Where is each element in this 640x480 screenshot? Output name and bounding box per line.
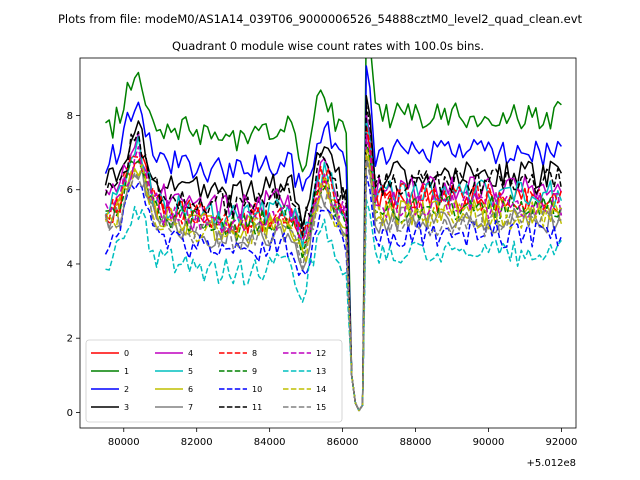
x-tick-label: 80000 [108,437,140,448]
legend-label: 13 [316,367,326,376]
series-line-1 [105,58,562,412]
x-axis-offset-label: +5.012e8 [526,458,576,469]
x-tick-label: 90000 [473,437,505,448]
y-tick-label: 4 [67,259,73,270]
x-tick-label: 86000 [327,437,359,448]
x-tick-label: 92000 [546,437,578,448]
legend-label: 0 [124,349,129,358]
legend-label: 3 [124,403,129,412]
legend-label: 4 [188,349,193,358]
x-tick-label: 82000 [181,437,213,448]
legend-label: 1 [124,367,129,376]
x-axis: 80000 82000 84000 86000 88000 90000 92000 [108,428,577,448]
legend-label: 9 [252,367,257,376]
series-line-12 [104,134,563,412]
series-line-14 [104,149,562,412]
x-tick-label: 88000 [400,437,432,448]
x-tick-label: 84000 [254,437,286,448]
series-line-2 [104,65,562,412]
legend-label: 8 [252,349,257,358]
series-line-15 [104,159,562,412]
legend-label: 5 [188,367,193,376]
figure-suptitle: Plots from file: modeM0/AS1A14_039T06_90… [58,12,583,26]
series-line-13 [105,198,562,412]
legend-label: 6 [188,385,193,394]
legend-label: 14 [316,385,326,394]
plot-frame [79,57,577,429]
y-tick-label: 2 [67,334,73,345]
y-tick-label: 0 [67,408,73,419]
y-axis: 0 2 4 6 8 [67,111,80,419]
series-layer [104,58,563,412]
legend-label: 10 [252,385,262,394]
legend-label: 11 [252,403,262,412]
legend-label: 7 [188,403,193,412]
series-line-3 [104,94,563,412]
series-line-7 [104,154,563,412]
series-line-11 [104,104,563,412]
series-line-5 [105,119,563,412]
y-tick-label: 8 [67,111,73,122]
series-line-8 [104,124,563,412]
legend-label: 2 [124,385,129,394]
legend-box [85,339,343,423]
legend-label: 12 [316,349,326,358]
y-tick-label: 6 [67,185,73,196]
chart-title: Quadrant 0 module wise count rates with … [172,39,484,53]
legend-label: 15 [316,403,326,412]
